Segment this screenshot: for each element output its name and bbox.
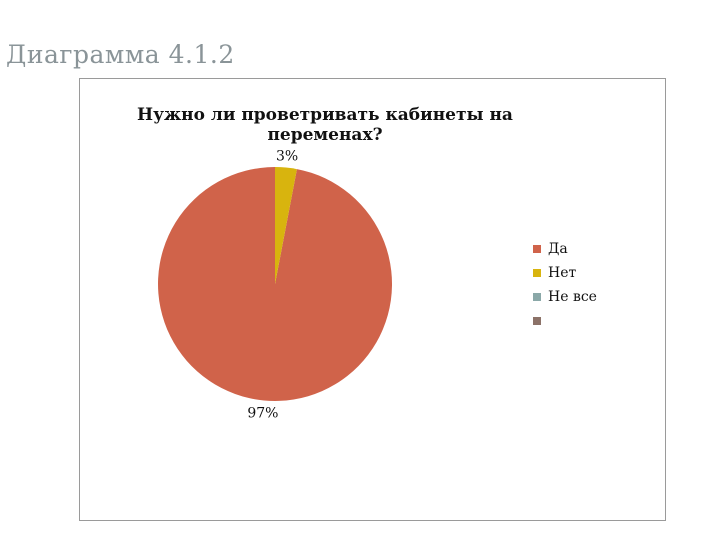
pie-chart: 97% 3%	[158, 149, 393, 421]
legend-item-1: Да	[533, 237, 597, 261]
data-label-1: 97%	[247, 405, 278, 421]
legend-item-4	[533, 309, 597, 333]
legend-item-2: Нет	[533, 261, 597, 285]
chart-frame: Нужно ли проветривать кабинеты на переме…	[79, 78, 666, 521]
legend-swatch-3	[533, 293, 541, 301]
chart-title: Нужно ли проветривать кабинеты на переме…	[137, 105, 513, 145]
legend-label-3: Не все	[548, 289, 597, 305]
legend-label-1: Да	[548, 241, 568, 257]
legend-swatch-2	[533, 269, 541, 277]
slide-title: Диаграмма 4.1.2	[6, 40, 235, 69]
pie-slice-2	[275, 167, 297, 284]
data-label-2: 3%	[276, 149, 298, 165]
legend-swatch-4	[533, 317, 541, 325]
legend-swatch-1	[533, 245, 541, 253]
pie-slice-1	[158, 167, 393, 401]
legend-label-2: Нет	[548, 265, 577, 281]
legend: Да Нет Не все	[533, 237, 597, 333]
legend-item-3: Не все	[533, 285, 597, 309]
